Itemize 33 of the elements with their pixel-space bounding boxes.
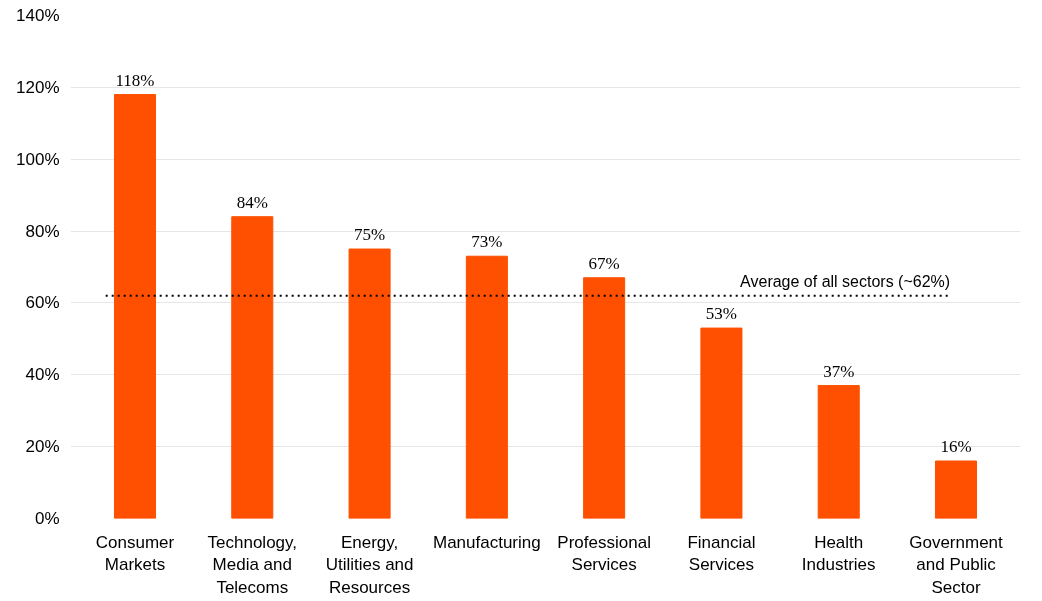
- y-tick-label: 0%: [34, 509, 60, 528]
- x-tick-label: Consumer Markets: [95, 532, 175, 575]
- x-tick-label: Government and Public Sector: [909, 532, 1004, 598]
- x-tick-label: Professional Services: [557, 532, 651, 575]
- y-tick-label: 20%: [25, 437, 60, 457]
- data-label: 53%: [705, 304, 738, 324]
- y-tick-label: 80%: [25, 221, 60, 241]
- y-tick-label: 100%: [16, 149, 60, 169]
- y-tick-label: 60%: [25, 293, 60, 313]
- data-label: 67%: [588, 253, 620, 273]
- bar: [817, 385, 860, 519]
- bar: [934, 460, 978, 519]
- bar: [231, 216, 274, 519]
- y-tick-label: 40%: [25, 365, 60, 385]
- x-tick-label: Energy, Utilities and Resources: [325, 532, 414, 598]
- bar: [583, 277, 626, 519]
- x-tick-label: Manufacturing: [432, 532, 541, 552]
- y-tick-label: 140%: [16, 6, 60, 25]
- data-label: 73%: [471, 232, 503, 252]
- data-label: 16%: [940, 437, 972, 457]
- x-tick-label: Financial Services: [687, 532, 756, 575]
- y-tick-label: 120%: [16, 77, 60, 97]
- ref-line-label: Average of all sectors (~62%): [740, 272, 951, 290]
- bar: [700, 327, 743, 519]
- data-label: 118%: [115, 70, 155, 90]
- x-tick-label: Health Industries: [801, 532, 876, 575]
- x-tick-label: Technology, Media and Telecoms: [207, 532, 298, 598]
- data-label: 84%: [236, 192, 268, 212]
- bar: [465, 255, 508, 519]
- bar: [113, 94, 157, 519]
- data-label: 75%: [353, 225, 386, 245]
- data-label: 37%: [823, 361, 855, 381]
- bar: [348, 248, 391, 519]
